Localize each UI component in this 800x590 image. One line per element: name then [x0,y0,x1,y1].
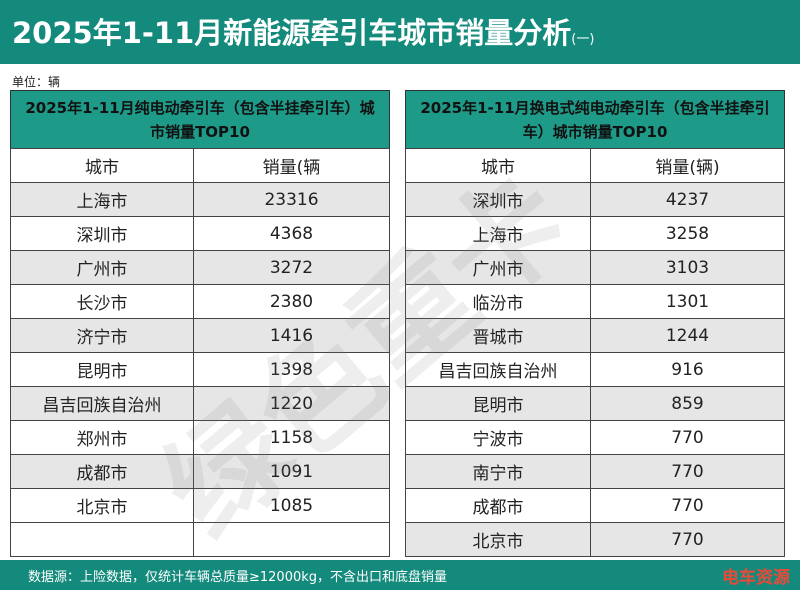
city-cell: 广州市 [405,250,591,285]
empty-cell [193,522,390,557]
city-cell: 深圳市 [10,216,194,251]
column-header: 销量(辆) [590,148,785,183]
city-cell: 深圳市 [405,182,591,217]
city-cell: 上海市 [10,182,194,217]
city-cell: 昆明市 [10,352,194,387]
table-title: 2025年1-11月换电式纯电动牵引车（包含半挂牵引车）城市销量TOP10 [405,90,785,149]
title: 2025年1-11月新能源牵引车城市销量分析(一) [12,10,594,52]
city-cell: 济宁市 [10,318,194,353]
sales-cell: 770 [590,522,785,557]
sales-cell: 1158 [193,420,390,455]
sales-cell: 1301 [590,284,785,319]
empty-cell [10,522,194,557]
column-header: 城市 [10,148,194,183]
sales-cell: 1416 [193,318,390,353]
city-cell: 成都市 [405,488,591,523]
city-cell: 长沙市 [10,284,194,319]
sales-cell: 4237 [590,182,785,217]
source-note: 数据源：上险数据，仅统计车辆总质量≥12000kg，不含出口和底盘销量 [28,570,448,585]
city-cell: 北京市 [405,522,591,557]
city-cell: 北京市 [10,488,194,523]
title-suffix: (一) [571,32,595,47]
sales-cell: 1085 [193,488,390,523]
sales-cell: 1091 [193,454,390,489]
city-cell: 晋城市 [405,318,591,353]
footer-bar [0,560,800,590]
unit: 单位：辆 [12,75,61,89]
sales-cell: 3272 [193,250,390,285]
sales-cell: 916 [590,352,785,387]
logo: 电车资源 [722,568,790,588]
city-cell: 昆明市 [405,386,591,421]
sales-cell: 859 [590,386,785,421]
sales-cell: 3103 [590,250,785,285]
title-bar [0,0,800,64]
column-header: 销量(辆 [193,148,390,183]
city-cell: 郑州市 [10,420,194,455]
sales-cell: 23316 [193,182,390,217]
city-cell: 昌吉回族自治州 [10,386,194,421]
sales-cell: 1244 [590,318,785,353]
sales-cell: 3258 [590,216,785,251]
sales-cell: 770 [590,420,785,455]
city-cell: 临汾市 [405,284,591,319]
sales-cell: 1398 [193,352,390,387]
city-cell: 南宁市 [405,454,591,489]
table-title: 2025年1-11月纯电动牵引车（包含半挂牵引车）城市销量TOP10 [10,90,390,149]
city-cell: 宁波市 [405,420,591,455]
sales-cell: 770 [590,454,785,489]
sales-cell: 770 [590,488,785,523]
city-cell: 广州市 [10,250,194,285]
title-text: 2025年1-11月新能源牵引车城市销量分析 [12,16,572,50]
